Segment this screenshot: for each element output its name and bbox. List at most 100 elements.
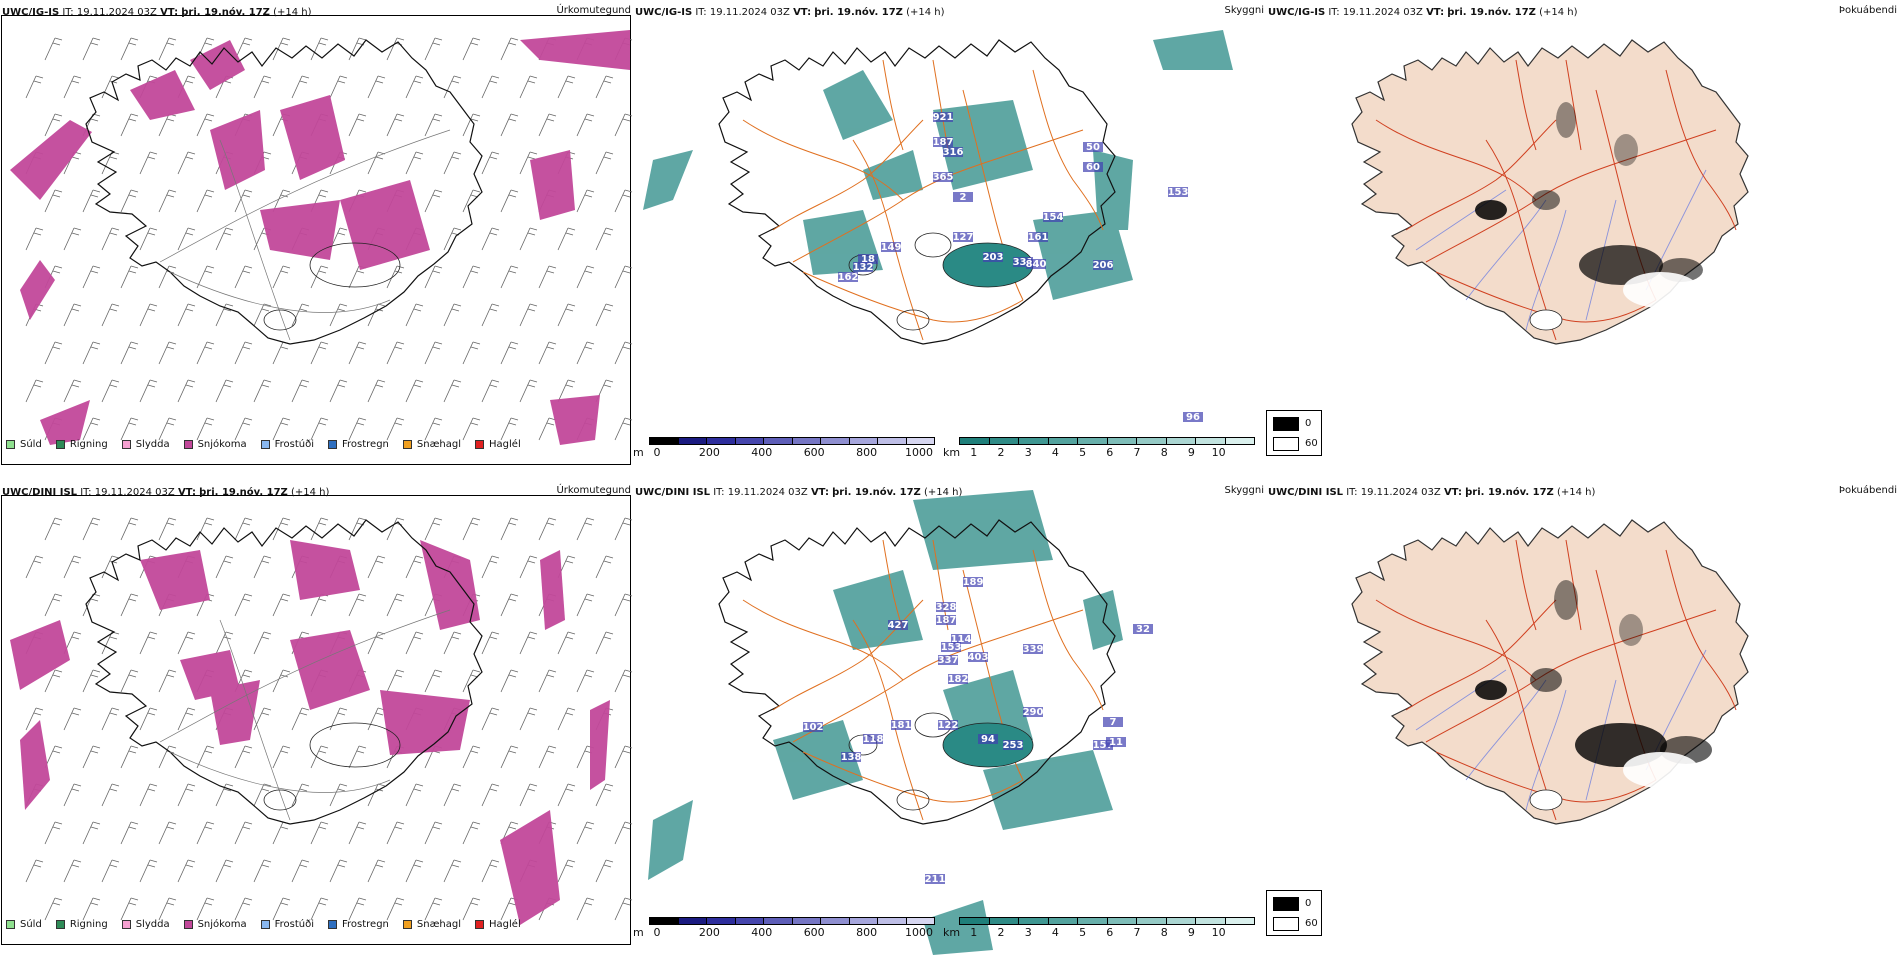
colorbar-cell: [1196, 918, 1226, 924]
wind-barb: [519, 555, 538, 579]
wind-barb: [44, 37, 63, 61]
wind-barb: [614, 593, 633, 617]
lead-time: (+14 h): [906, 7, 945, 18]
wind-barb: [443, 783, 462, 807]
colorbar-cell: [707, 918, 736, 924]
colorbar-cell: [707, 438, 736, 444]
low-visibility-area: [643, 150, 693, 210]
ceiling-cell: [936, 602, 956, 612]
wind-barb: [405, 303, 424, 327]
it-label: IT:: [80, 487, 92, 498]
road-line: [1435, 751, 1657, 803]
colorbar-cell: [1107, 918, 1137, 924]
wind-barb: [614, 821, 633, 845]
colorbar-cell: [906, 918, 934, 924]
wind-barb: [177, 783, 196, 807]
colorbar-cell: [1225, 438, 1254, 444]
ceiling-cell: [841, 752, 861, 762]
precip-legend-item: Slydda: [121, 437, 170, 451]
colorbar-strip: [959, 917, 1255, 925]
ceiling-label: 127: [953, 232, 974, 243]
snow-area: [10, 620, 70, 690]
low-visibility-area: [863, 150, 923, 200]
ceiling-cell: [1183, 412, 1203, 422]
ceiling-cell: [1103, 717, 1123, 727]
colorbar-cell: [1048, 918, 1078, 924]
colorbar-tick-label: 1000: [905, 926, 933, 939]
wind-barb: [25, 379, 44, 403]
precip-type-panel-row2: UWC/DINI ISL IT: 19.11.2024 03Z VT: þri.…: [0, 480, 633, 955]
colorbar-tick-label: 5: [1079, 446, 1087, 459]
precip-legend-swatch: [260, 919, 270, 929]
ceiling-cell: [1106, 737, 1126, 747]
road-line: [1405, 599, 1557, 711]
wind-barb: [44, 897, 63, 921]
river-line: [1465, 199, 1547, 301]
colorbar-tick-label: 10: [1211, 926, 1226, 939]
wind-barb: [405, 151, 424, 175]
ceiling-label: 96: [1186, 412, 1200, 423]
ceiling-cell: [1083, 142, 1103, 152]
road-line: [802, 751, 1024, 803]
wind-barb: [443, 75, 462, 99]
wind-barb: [614, 517, 633, 541]
glacier-myrdalsjokull: [1529, 789, 1563, 811]
wind-barb: [462, 517, 481, 541]
ceiling-cell: [983, 252, 1003, 262]
model-name: UWC/IG-IS: [1268, 7, 1326, 18]
colorbar-ticks: 1 2 3 4 5 6 7 8 9 10: [943, 926, 1255, 940]
wind-barb: [367, 379, 386, 403]
precip-legend-swatch: [121, 439, 131, 449]
precip-legend-item: Haglél: [475, 917, 521, 931]
lead-time: (+14 h): [1556, 487, 1596, 498]
colorbar-cell: [764, 438, 793, 444]
wind-barb: [329, 379, 348, 403]
wind-barb: [272, 417, 291, 441]
precip-legend-swatch: [121, 919, 131, 929]
snow-area: [40, 400, 90, 445]
wind-barb: [500, 745, 519, 769]
ceiling-cell: [1026, 259, 1046, 269]
precip-legend-label: Súld: [20, 438, 42, 450]
snow-area: [140, 550, 210, 610]
road-line: [1565, 539, 1582, 631]
wind-barb: [44, 593, 63, 617]
ceiling-colorbar: m 0 200 400 600 800 1000: [633, 437, 935, 461]
road-line: [1405, 119, 1557, 231]
snow-area: [590, 700, 610, 790]
colorbar-cell: [1019, 918, 1049, 924]
road-line: [169, 751, 391, 793]
wind-barb: [500, 517, 519, 541]
road-line: [1435, 271, 1657, 323]
precip-legend-label: Súld: [20, 918, 42, 930]
precip-legend-swatch: [183, 439, 193, 449]
precip-legend-item: Haglél: [475, 437, 521, 451]
wind-barb: [272, 897, 291, 921]
wind-barb: [120, 341, 139, 365]
wind-barb: [348, 897, 367, 921]
it-label: IT:: [1346, 487, 1358, 498]
ceiling-label: 161: [1028, 232, 1049, 243]
ceiling-cell: [1043, 212, 1063, 222]
ceiling-cell: [941, 642, 961, 652]
precip-legend-swatch: [475, 439, 485, 449]
wind-barb: [557, 75, 576, 99]
colorbar-ticks: 1 2 3 4 5 6 7 8 9 10: [943, 446, 1255, 460]
ceiling-cell: [938, 655, 958, 665]
ceiling-label: 187: [936, 615, 957, 626]
wind-barb: [367, 631, 386, 655]
river-line: [1415, 189, 1507, 251]
wind-barb: [576, 821, 595, 845]
wind-barb: [348, 37, 367, 61]
precip-legend-swatch: [402, 439, 412, 449]
wind-barb: [424, 265, 443, 289]
fog-legend-swatch-max: [1273, 917, 1299, 931]
wind-barb: [348, 265, 367, 289]
wind-barb: [519, 303, 538, 327]
wind-barb: [158, 265, 177, 289]
wind-barb: [139, 859, 158, 883]
vt-label: VT:: [793, 7, 812, 18]
wind-barb: [234, 593, 253, 617]
colorbar-tick-label: 800: [856, 446, 878, 459]
low-visibility-area: [823, 70, 893, 140]
